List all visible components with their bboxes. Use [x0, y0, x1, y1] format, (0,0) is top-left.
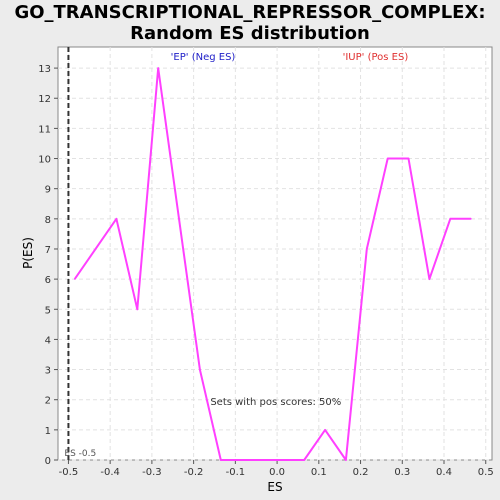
y-tick-label: 11: [38, 124, 51, 135]
y-tick-label: 5: [45, 305, 51, 316]
data-point: [324, 429, 326, 431]
data-point: [407, 157, 410, 160]
y-tick-label: 6: [45, 275, 51, 286]
reference-line: ES -0.5: [64, 47, 96, 460]
data-point: [366, 248, 368, 250]
y-tick-label: 1: [45, 426, 51, 437]
x-tick-label: 0.1: [311, 467, 327, 478]
x-tick-label: 0.5: [478, 467, 494, 478]
x-tick-label: -0.3: [142, 467, 162, 478]
x-tick-label: -0.5: [59, 467, 79, 478]
x-tick-label: -0.4: [100, 467, 120, 478]
data-point: [261, 459, 264, 461]
series-layer: [73, 67, 472, 461]
x-tick-label: 0.2: [353, 467, 369, 478]
data-point: [136, 308, 138, 310]
x-tick-label: 0.0: [269, 467, 285, 478]
data-point: [74, 278, 76, 280]
plot-area: [57, 46, 493, 461]
data-point: [241, 459, 243, 461]
annotation-text: 'IUP' (Pos ES): [343, 52, 409, 63]
y-tick-label: 2: [45, 396, 51, 407]
y-tick-label: 10: [38, 155, 51, 166]
data-point: [428, 278, 431, 280]
data-point: [115, 218, 118, 220]
x-axis-label: ES: [267, 480, 282, 494]
x-tick-label: 0.3: [394, 467, 410, 478]
data-point: [157, 67, 159, 69]
reference-line-label: ES -0.5: [64, 449, 96, 459]
y-tick-label: 9: [45, 185, 51, 196]
y-tick-label: 7: [45, 245, 51, 256]
data-point: [345, 459, 347, 461]
data-point: [449, 218, 451, 220]
data-point: [282, 459, 284, 461]
y-tick-label: 3: [45, 366, 51, 377]
chart-subtitle: Random ES distribution: [130, 23, 370, 44]
annotation-text: Sets with pos scores: 50%: [210, 397, 341, 408]
annotation-text: 'EP' (Neg ES): [171, 52, 236, 63]
chart-title: GO_TRANSCRIPTIONAL_REPRESSOR_COMPLEX:: [14, 2, 486, 23]
data-point: [303, 459, 305, 461]
data-point: [387, 157, 389, 160]
y-tick-label: 0: [45, 456, 51, 467]
y-axis-label: P(ES): [21, 237, 35, 269]
data-point: [178, 218, 180, 220]
data-point: [220, 459, 222, 461]
data-point: [470, 218, 472, 220]
y-tick-label: 13: [38, 64, 51, 75]
y-tick-label: 4: [45, 335, 51, 346]
y-tick-label: 12: [38, 94, 51, 105]
y-tick-label: 8: [45, 215, 51, 226]
x-tick-label: -0.2: [184, 467, 204, 478]
annotations: 'EP' (Neg ES) 'IUP' (Pos ES) Sets with pos…: [171, 52, 409, 408]
x-tick-label: 0.4: [436, 467, 452, 478]
x-tick-label: -0.1: [226, 467, 246, 478]
data-point: [199, 368, 201, 371]
